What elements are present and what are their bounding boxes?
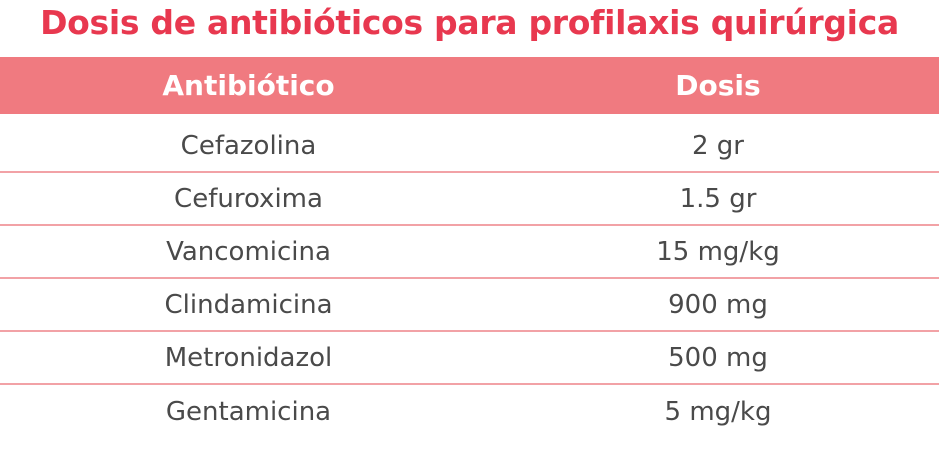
antibiotic-cell: Metronidazol [164, 342, 333, 373]
antibiotic-cell: Vancomicina [166, 236, 331, 267]
table-row: Gentamicina 5 mg/kg [0, 385, 939, 438]
table-header: Antibiótico Dosis [0, 57, 939, 114]
page-title: Dosis de antibióticos para profilaxis qu… [40, 3, 899, 42]
table-row: Vancomicina 15 mg/kg [0, 226, 939, 279]
dosage-table: Antibiótico Dosis Cefazolina 2 gr Cefuro… [0, 57, 939, 438]
dose-cell: 2 gr [692, 130, 744, 161]
column-header-antibiotic: Antibiótico [162, 69, 335, 102]
antibiotic-cell: Gentamicina [165, 396, 332, 427]
column-header-dose: Dosis [675, 69, 761, 102]
antibiotic-cell: Cefazolina [180, 130, 317, 161]
table-row: Clindamicina 900 mg [0, 279, 939, 332]
dose-cell: 500 mg [668, 342, 768, 373]
table-row: Cefazolina 2 gr [0, 120, 939, 173]
table-row: Cefuroxima 1.5 gr [0, 173, 939, 226]
antibiotic-cell: Clindamicina [164, 289, 333, 320]
dose-cell: 5 mg/kg [664, 396, 772, 427]
dose-cell: 1.5 gr [679, 183, 757, 214]
table-row: Metronidazol 500 mg [0, 332, 939, 385]
antibiotic-cell: Cefuroxima [174, 183, 323, 214]
dose-cell: 900 mg [668, 289, 768, 320]
dose-cell: 15 mg/kg [656, 236, 780, 267]
table-body: Cefazolina 2 gr Cefuroxima 1.5 gr Vancom… [0, 114, 939, 438]
